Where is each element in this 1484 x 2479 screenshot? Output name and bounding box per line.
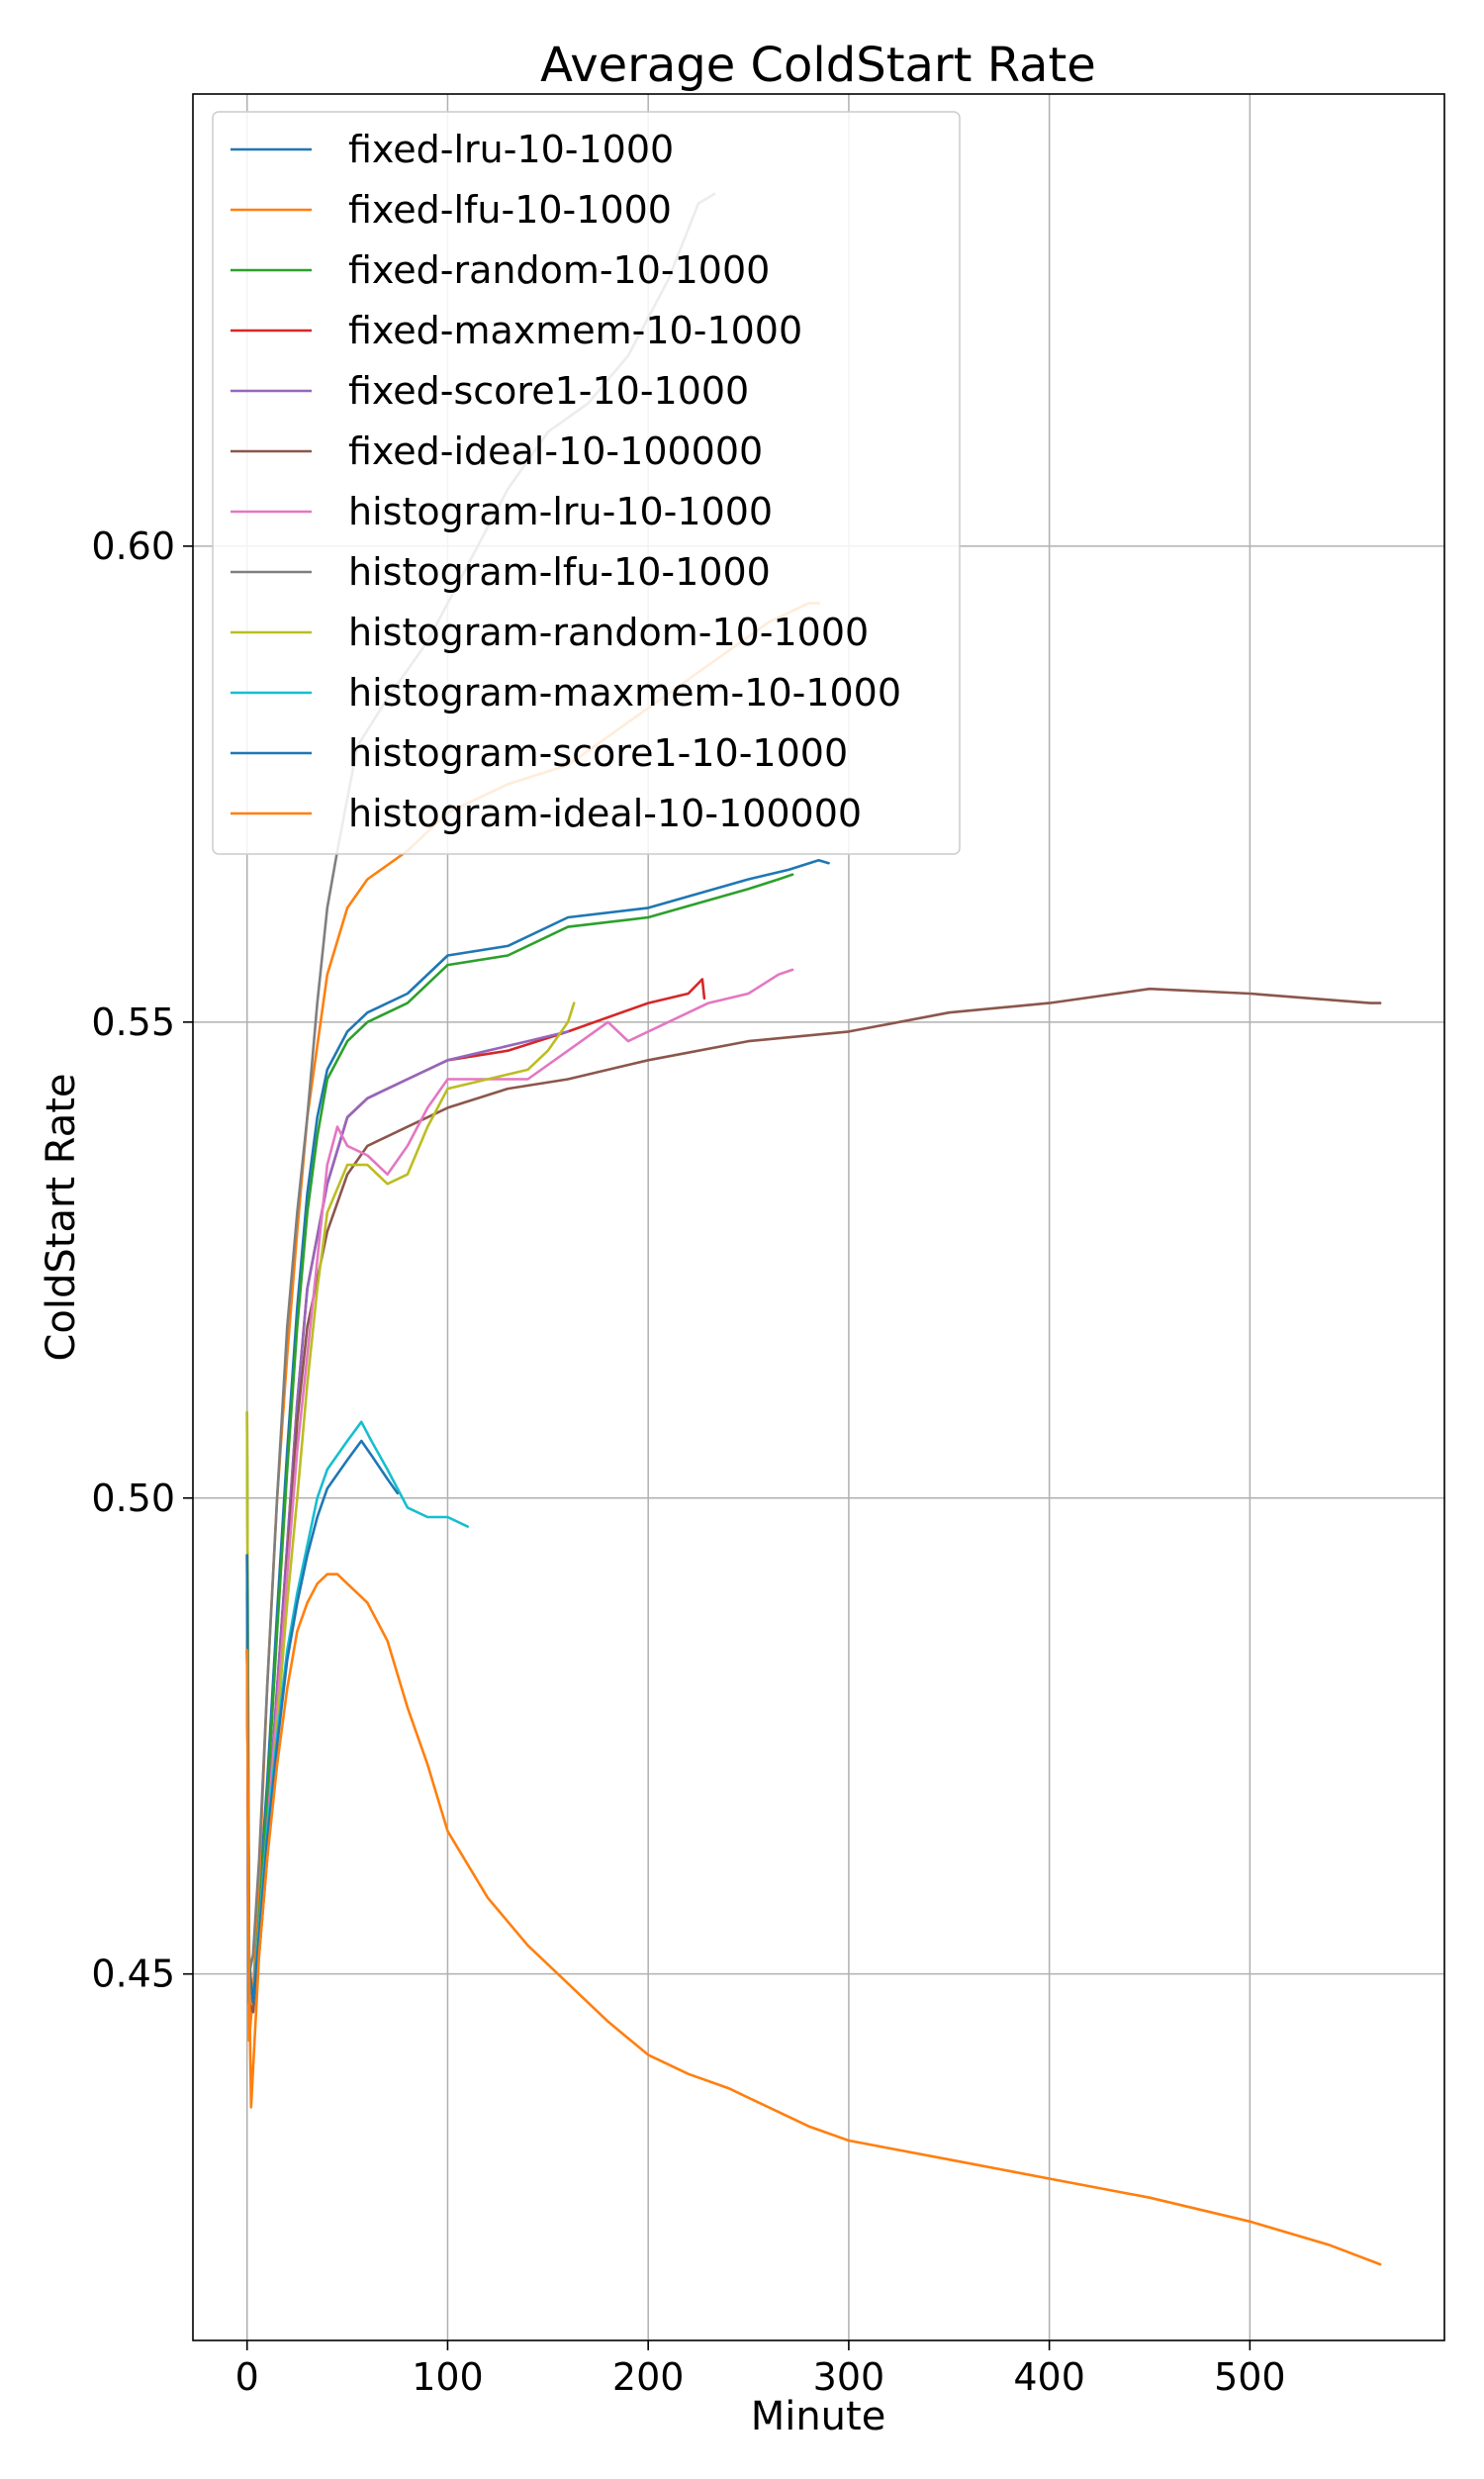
- series-line-histogram-ideal-10-100000: [245, 1573, 1382, 2266]
- series-lines: [245, 192, 1382, 2266]
- legend-label: fixed-lru-10-1000: [348, 128, 674, 171]
- legend-label: histogram-lru-10-1000: [348, 490, 773, 533]
- legend-label: histogram-random-10-1000: [348, 611, 869, 654]
- legend-box: [212, 111, 961, 855]
- chart-title: Average ColdStart Rate: [540, 38, 1096, 93]
- series-line-fixed-lru-10-1000: [245, 859, 830, 2014]
- legend-label: fixed-score1-10-1000: [348, 369, 749, 413]
- x-tick-label: 100: [412, 2355, 484, 2399]
- y-tick-label: 0.55: [91, 1001, 175, 1044]
- legend-label: histogram-maxmem-10-1000: [348, 671, 901, 715]
- series-line-histogram-score1-10-1000: [245, 1439, 400, 2004]
- legend-label: histogram-ideal-10-100000: [348, 792, 862, 835]
- legend-label: fixed-random-10-1000: [348, 248, 770, 292]
- legend-label: fixed-ideal-10-100000: [348, 429, 763, 473]
- x-tick-label: 200: [612, 2355, 685, 2399]
- legend-label: histogram-score1-10-1000: [348, 731, 848, 775]
- legend-label: fixed-lfu-10-1000: [348, 188, 672, 232]
- legend-label: histogram-lfu-10-1000: [348, 550, 771, 594]
- x-tick-label: 500: [1214, 2355, 1286, 2399]
- x-axis-title: Minute: [751, 2394, 886, 2439]
- x-tick-label: 400: [1013, 2355, 1085, 2399]
- axis-ticks: 0 100 200 300 400 500 0.45 0.50 0.55 0.60: [91, 524, 1285, 2399]
- plot-frame: [192, 93, 1445, 2341]
- y-axis-title: ColdStart Rate: [39, 1073, 84, 1361]
- y-tick-label: 0.50: [91, 1477, 175, 1520]
- x-tick-label: 0: [235, 2355, 259, 2399]
- x-tick-label: 300: [813, 2355, 885, 2399]
- legend-label: fixed-maxmem-10-1000: [348, 309, 802, 352]
- series-line-fixed-random-10-1000: [245, 873, 794, 2004]
- y-tick-label: 0.45: [91, 1953, 175, 1996]
- legend: fixed-lru-10-1000 fixed-lfu-10-1000 fixed-…: [212, 111, 961, 855]
- y-tick-label: 0.60: [91, 524, 175, 568]
